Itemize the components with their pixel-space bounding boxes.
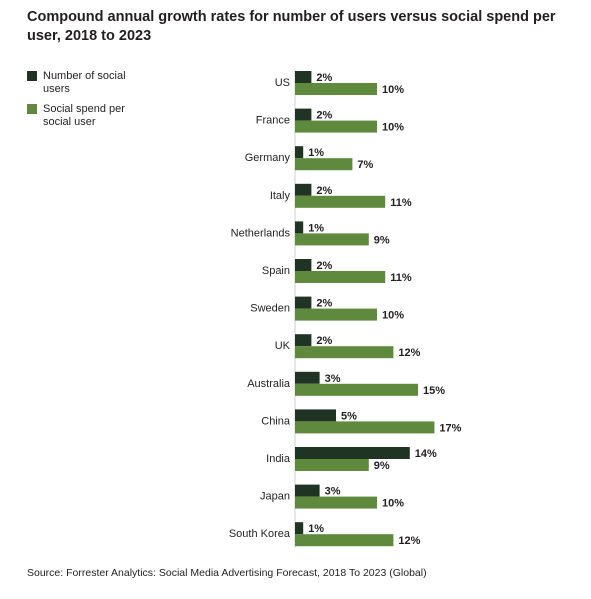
spend-bar-south-korea [295, 534, 394, 547]
users-bar-spain [295, 259, 312, 271]
users-bar-australia [295, 371, 320, 384]
spend-value-japan: 10% [382, 498, 404, 510]
category-label-uk: UK [275, 340, 291, 352]
spend-value-south-korea: 12% [398, 535, 420, 547]
users-value-japan: 3% [325, 486, 341, 498]
spend-bar-france [295, 120, 377, 133]
category-label-sweden: Sweden [250, 303, 290, 315]
users-bar-germany [295, 146, 304, 159]
category-label-netherlands: Netherlands [231, 227, 291, 239]
spend-bar-sweden [295, 308, 377, 321]
category-label-china: China [261, 415, 291, 427]
category-label-italy: Italy [270, 190, 291, 202]
users-bar-india [295, 447, 410, 459]
legend-swatch-users [27, 71, 37, 81]
spend-bar-us [295, 83, 377, 95]
legend-label-users: Number of social users [43, 70, 126, 95]
users-value-germany: 1% [308, 147, 324, 159]
users-value-us: 2% [316, 72, 332, 84]
spend-bar-australia [295, 383, 418, 396]
users-bar-uk [295, 334, 312, 347]
users-value-spain: 2% [316, 260, 332, 272]
category-label-south-korea: South Korea [229, 528, 291, 540]
source-note: Source: Forrester Analytics: Social Medi… [27, 567, 427, 579]
users-bar-china [295, 409, 336, 422]
users-value-south-korea: 1% [308, 523, 324, 535]
chart-title: Compound annual growth rates for number … [27, 9, 556, 44]
legend-label-spend: Social spend per social user [43, 103, 125, 128]
spend-value-spain: 11% [390, 272, 412, 284]
users-bar-japan [295, 484, 320, 497]
spend-bar-china [295, 421, 435, 434]
spend-bar-india [295, 459, 369, 471]
legend-item-spend: Social spend per social user [27, 103, 153, 129]
users-value-italy: 2% [316, 185, 332, 197]
category-label-germany: Germany [245, 152, 291, 164]
spend-value-us: 10% [382, 84, 404, 96]
users-value-china: 5% [341, 410, 357, 422]
users-bar-sweden [295, 296, 312, 309]
users-value-sweden: 2% [316, 298, 332, 310]
users-bar-italy [295, 183, 312, 196]
spend-value-italy: 11% [390, 197, 412, 209]
spend-value-china: 17% [439, 422, 461, 434]
spend-bar-germany [295, 158, 353, 171]
category-label-france: France [256, 115, 290, 127]
users-bar-france [295, 108, 312, 121]
spend-bar-japan [295, 496, 377, 509]
category-label-india: India [266, 453, 291, 465]
spend-value-netherlands: 9% [374, 234, 390, 246]
users-bar-us [295, 71, 312, 83]
legend-item-users: Number of social users [27, 70, 153, 96]
users-value-australia: 3% [325, 373, 341, 385]
users-bar-netherlands [295, 221, 304, 234]
category-label-japan: Japan [260, 491, 290, 503]
spend-value-france: 10% [382, 122, 404, 134]
spend-bar-spain [295, 271, 386, 283]
users-value-netherlands: 1% [308, 222, 324, 234]
category-label-us: US [275, 77, 290, 89]
spend-bar-italy [295, 195, 386, 208]
users-value-uk: 2% [316, 335, 332, 347]
spend-bar-uk [295, 346, 394, 359]
users-bar-south-korea [295, 522, 304, 535]
users-value-france: 2% [316, 110, 332, 122]
spend-value-india: 9% [374, 460, 390, 472]
category-label-australia: Australia [247, 378, 291, 390]
spend-bar-netherlands [295, 233, 369, 246]
users-value-india: 14% [415, 448, 437, 460]
spend-value-uk: 12% [398, 347, 420, 359]
spend-value-germany: 7% [357, 159, 373, 171]
legend: Number of social users Social spend per … [27, 70, 153, 136]
legend-swatch-spend [27, 104, 37, 114]
spend-value-sweden: 10% [382, 310, 404, 322]
category-label-spain: Spain [262, 265, 290, 277]
spend-value-australia: 15% [423, 385, 445, 397]
